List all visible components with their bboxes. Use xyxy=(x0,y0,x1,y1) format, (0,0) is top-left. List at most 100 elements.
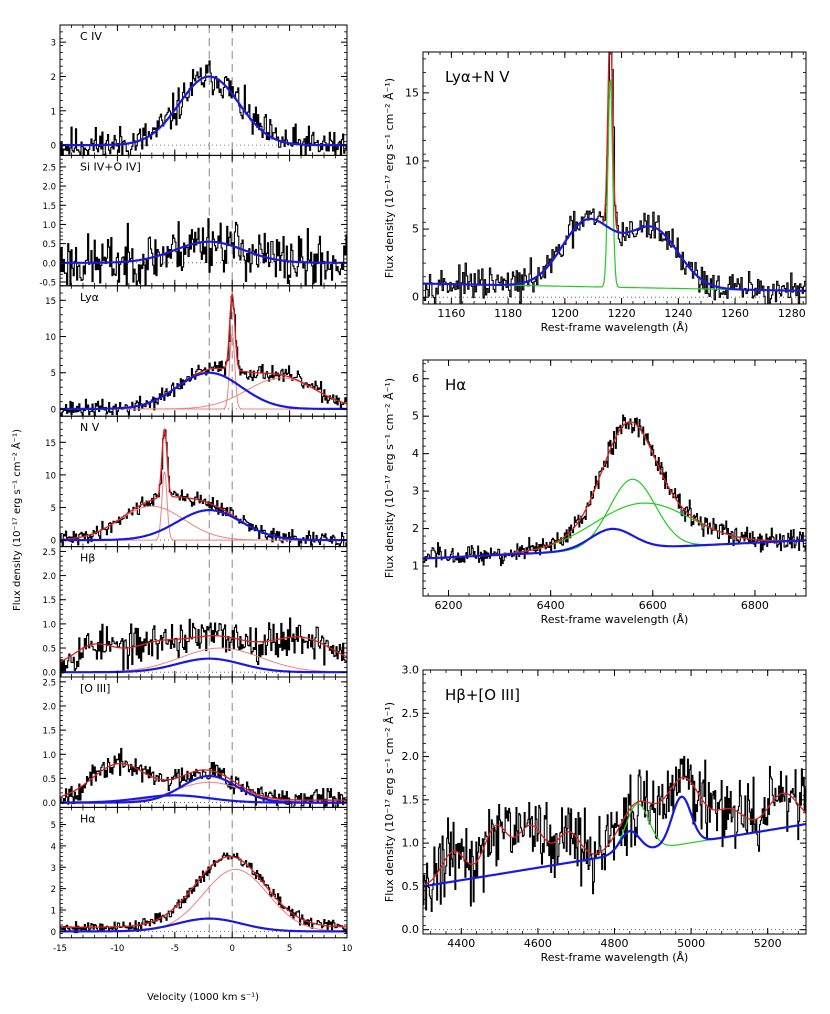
total-fit xyxy=(60,293,347,410)
ytick-label: 2.5 xyxy=(402,707,420,720)
panel-4: 0.0 0.5 1.0 1.5 2.0 2.5 Hβ xyxy=(42,546,348,679)
x-axis-label: Rest-frame wavelength (Å) xyxy=(541,613,689,626)
plot-frame xyxy=(422,359,807,597)
xtick-label: 0 xyxy=(229,944,234,954)
ytick-label: 15 xyxy=(405,86,419,99)
ytick-label: 3 xyxy=(51,864,56,874)
total-fit xyxy=(60,855,347,928)
ytick-label: 10 xyxy=(45,333,56,343)
xtick-label: 4400 xyxy=(447,937,475,950)
ytick-label: 0.5 xyxy=(42,240,56,250)
ytick-label: 10 xyxy=(405,154,419,167)
xtick-label: 1160 xyxy=(437,307,465,320)
ytick-label: 2.0 xyxy=(42,572,56,582)
ytick-label: 0.0 xyxy=(42,259,56,269)
ytick-label: 0.0 xyxy=(42,669,56,679)
xtick-label: 6600 xyxy=(639,599,667,612)
ytick-label: 3.0 xyxy=(402,664,420,677)
ytick-label: 5 xyxy=(51,821,56,831)
y-axis-label: Flux density (10⁻¹⁷ erg s⁻¹ cm⁻² Å⁻¹) xyxy=(383,702,396,902)
ytick-label: 1.5 xyxy=(42,596,56,606)
ytick-label: 1.5 xyxy=(42,727,56,737)
left-column-xlabel: Velocity (1000 km s⁻¹) xyxy=(147,992,259,1003)
ytick-label: 10 xyxy=(45,471,56,481)
y-axis-label: Flux density (10⁻¹⁷ erg s⁻¹ cm⁻² Å⁻¹) xyxy=(383,78,396,278)
ytick-label: 1 xyxy=(51,107,56,117)
xtick-label: 4800 xyxy=(601,937,629,950)
ytick-label: 1.0 xyxy=(42,620,56,630)
xtick-label: -15 xyxy=(53,944,67,954)
broad-component-fit xyxy=(423,527,806,560)
ytick-label: 0 xyxy=(51,537,56,547)
panel-2: 0 5 10 15 Lyα xyxy=(45,285,348,417)
ytick-label: 2.0 xyxy=(42,183,56,193)
plot-frame xyxy=(59,806,348,939)
panel-title: Lyα+N V xyxy=(445,68,510,86)
ytick-label: 6 xyxy=(412,372,419,385)
total-fit xyxy=(60,762,347,801)
panel-title: Hβ+[O III] xyxy=(445,686,520,704)
broad-component-fit xyxy=(60,240,347,264)
ytick-label: 0 xyxy=(51,405,56,415)
xtick-label: 6200 xyxy=(435,599,463,612)
plot-frame xyxy=(59,676,348,808)
panel-7: 0 5 10 15 1160 1180 1200 1220 1240 1260 1280 Lyα+N … xyxy=(383,51,807,334)
ytick-label: 1.5 xyxy=(42,202,56,212)
narrow-component-fit xyxy=(423,478,806,560)
panel-title: Hα xyxy=(445,376,466,394)
ytick-label: -0.5 xyxy=(39,278,56,288)
ytick-label: 1.0 xyxy=(42,221,56,231)
broad-component-fit xyxy=(60,509,347,542)
x-axis-label: Rest-frame wavelength (Å) xyxy=(541,951,689,964)
ytick-label: 5 xyxy=(51,504,56,514)
data-spectrum xyxy=(60,747,347,808)
data-spectrum xyxy=(423,755,806,912)
ytick-label: 0.5 xyxy=(402,880,420,893)
xtick-label: 5200 xyxy=(754,937,782,950)
ytick-label: 4 xyxy=(412,447,419,460)
panel-title: C IV xyxy=(80,30,102,43)
data-spectrum xyxy=(60,296,347,417)
xtick-label: 5 xyxy=(287,944,292,954)
panel-title: N V xyxy=(80,421,100,434)
data-spectrum xyxy=(60,429,347,547)
ytick-label: 1 xyxy=(51,907,56,917)
ytick-label: 2.5 xyxy=(42,163,56,173)
ytick-label: 2.5 xyxy=(42,678,56,688)
xtick-label: 1260 xyxy=(721,307,749,320)
xtick-label: 1220 xyxy=(608,307,636,320)
broad-component-fit xyxy=(60,371,347,411)
xtick-label: 1280 xyxy=(778,307,806,320)
broad-component-fit xyxy=(423,217,806,292)
plot-frame xyxy=(59,285,348,417)
ytick-label: 2.5 xyxy=(42,548,56,558)
x-axis-label: Rest-frame wavelength (Å) xyxy=(541,321,689,334)
panel-6: 0 1 2 3 4 5 -15 -10 -5 0 5 10 Hα xyxy=(51,806,353,954)
broad-component-fit xyxy=(60,774,347,804)
ytick-label: 0.0 xyxy=(402,923,420,936)
ytick-label: 0.0 xyxy=(42,799,56,809)
broad-component-fit xyxy=(423,795,806,888)
ytick-label: 0 xyxy=(412,291,419,304)
ytick-label: 2 xyxy=(412,522,419,535)
data-spectrum xyxy=(60,60,347,156)
ytick-label: 0 xyxy=(51,928,56,938)
panel-3: 0 5 10 15 N V xyxy=(45,415,348,548)
xtick-label: -5 xyxy=(171,944,179,954)
plot-frame xyxy=(422,669,807,935)
panel-title: Lyα xyxy=(80,291,99,304)
broad-component-fit xyxy=(60,75,347,147)
narrow-component-fit xyxy=(423,502,806,560)
xtick-label: -10 xyxy=(110,944,124,954)
ytick-label: 2 xyxy=(51,73,56,83)
ytick-label: 1.0 xyxy=(42,751,56,761)
plot-frame xyxy=(422,51,807,305)
ytick-label: 5 xyxy=(412,410,419,423)
ytick-label: 2.0 xyxy=(402,750,420,763)
ytick-label: 1.5 xyxy=(402,793,420,806)
xtick-label: 4600 xyxy=(524,937,552,950)
xtick-label: 10 xyxy=(342,944,353,954)
broad-component-fit xyxy=(60,917,347,933)
broad-component-fit xyxy=(60,657,347,674)
